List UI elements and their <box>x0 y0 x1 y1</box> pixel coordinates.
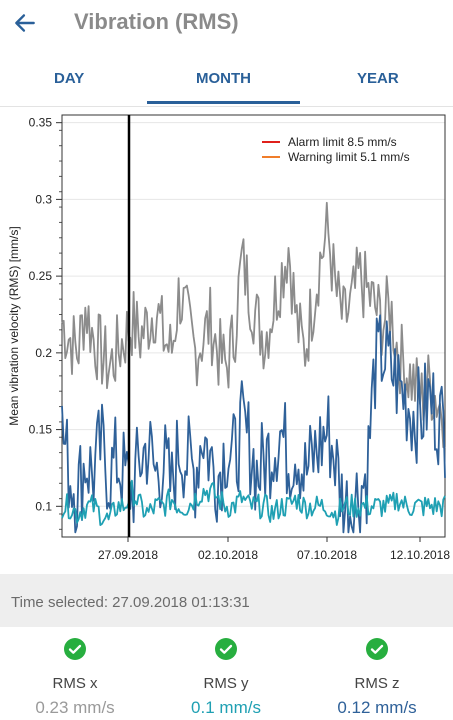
time-selected-text: Time selected: 27.09.2018 01:13:31 <box>11 594 250 611</box>
tab-month[interactable]: MONTH <box>196 70 251 87</box>
metric-value: 0.12 mm/s <box>337 698 417 717</box>
time-selected-bar: Time selected: 27.09.2018 01:13:31 <box>0 574 453 627</box>
y-tick-label: 0.15 <box>29 423 53 437</box>
legend-label: Alarm limit 8.5 mm/s <box>288 135 397 149</box>
metric-rms-y: RMS y 0.1 mm/s <box>151 638 301 718</box>
metric-rms-x: RMS x 0.23 mm/s <box>0 638 150 718</box>
period-tabs: DAY MONTH YEAR <box>0 58 453 106</box>
x-tick-label: 02.10.2018 <box>198 548 258 562</box>
metric-label: RMS z <box>354 675 400 692</box>
series-line <box>61 479 446 527</box>
y-tick-label: 0.2 <box>35 346 52 360</box>
page-title: Vibration (RMS) <box>74 9 239 34</box>
check-circle-icon <box>366 638 388 660</box>
x-tick-label: 12.10.2018 <box>390 548 450 562</box>
back-arrow-icon[interactable] <box>12 10 38 36</box>
y-tick-label: 0.3 <box>35 192 52 206</box>
metric-value: 0.23 mm/s <box>35 698 115 717</box>
metric-rms-z: RMS z 0.12 mm/s <box>302 638 452 718</box>
vibration-chart[interactable]: 0.1 0.15 0.2 0.25 0.3 0.35 27.09.2018 02.10.201… <box>0 107 453 573</box>
chart-container[interactable]: 0.1 0.15 0.2 0.25 0.3 0.35 27.09.2018 02.10.201… <box>0 106 453 573</box>
y-axis-label: Mean vibration velocity (RMS) [mm/s] <box>7 226 21 425</box>
tab-day[interactable]: DAY <box>54 70 85 87</box>
tab-selected-indicator <box>147 101 300 104</box>
y-tick-label: 0.1 <box>35 499 52 513</box>
series-line <box>61 314 446 534</box>
y-tick-label: 0.25 <box>29 269 53 283</box>
legend-label: Warning limit 5.1 mm/s <box>288 150 410 164</box>
metric-label: RMS x <box>52 675 98 692</box>
metric-value: 0.1 mm/s <box>191 698 261 717</box>
check-circle-icon <box>215 638 237 660</box>
tab-year[interactable]: YEAR <box>357 70 399 87</box>
plot-frame <box>61 114 446 538</box>
metric-label: RMS y <box>203 675 249 692</box>
x-tick-label: 07.10.2018 <box>297 548 357 562</box>
x-tick-label: 27.09.2018 <box>98 548 158 562</box>
app-header: Vibration (RMS) <box>0 0 453 48</box>
y-tick-label: 0.35 <box>29 116 53 130</box>
check-circle-icon <box>64 638 86 660</box>
